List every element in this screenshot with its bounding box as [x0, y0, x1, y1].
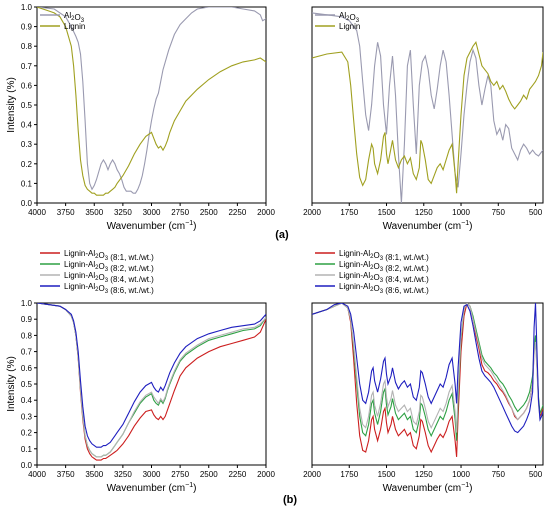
legend-label: Lignin — [64, 22, 85, 31]
y-tick-label: 0.9 — [21, 315, 33, 324]
x-tick-label: 1250 — [415, 470, 433, 479]
y-tick-label: 0.2 — [21, 160, 33, 169]
y-tick-label: 0.0 — [21, 199, 33, 208]
y-tick-label: 0.3 — [21, 140, 33, 149]
x-tick-label: 2750 — [171, 470, 189, 479]
series-line-1 — [312, 303, 543, 457]
x-tick-label: 2250 — [228, 208, 246, 217]
series-line-3 — [312, 303, 543, 433]
y-axis-label: Intensity (%) — [6, 356, 17, 412]
y-tick-label: 0.4 — [21, 396, 33, 405]
y-tick-label: 0.8 — [21, 42, 33, 51]
legend-label: Lignin-Al2O3 (8:2, wt./wt.) — [339, 260, 429, 273]
x-tick-label: 3750 — [57, 470, 75, 479]
series-line-3 — [37, 303, 266, 458]
chart-panel-4: 2000 1750 1500 1250 1000 750 500 Wavenumber (cm… — [303, 249, 544, 494]
chart-panel-2: 2000 1750 1500 1250 1000 750 500 Wavenumber (cm… — [303, 6, 544, 232]
x-tick-label: 4000 — [28, 208, 46, 217]
x-axis-label: Wavenumber (cm−1) — [107, 482, 197, 494]
x-tick-label: 3250 — [114, 208, 132, 217]
x-axis-label: Wavenumber (cm−1) — [383, 482, 473, 494]
x-tick-label: 3500 — [85, 208, 103, 217]
x-tick-label: 2500 — [200, 208, 218, 217]
legend-label: Lignin-Al2O3 (8:6, wt./wt.) — [64, 282, 154, 295]
legend-label: Lignin-Al2O3 (8:6, wt./wt.) — [339, 282, 429, 295]
y-tick-label: 1.0 — [21, 3, 33, 12]
series-line-1 — [312, 12, 543, 203]
y-tick-label: 0.2 — [21, 429, 33, 438]
x-tick-label: 3500 — [85, 470, 103, 479]
x-tick-label: 4000 — [28, 470, 46, 479]
series-line-2 — [312, 41, 543, 194]
y-tick-label: 0.9 — [21, 23, 33, 32]
y-tick-label: 0.8 — [21, 331, 33, 340]
x-tick-label: 750 — [492, 470, 506, 479]
panel-label-a: (a) — [275, 229, 289, 241]
series-line-4 — [37, 303, 266, 448]
y-tick-label: 0.7 — [21, 348, 33, 357]
y-tick-label: 0.0 — [21, 461, 33, 470]
x-tick-label: 2000 — [257, 470, 275, 479]
x-tick-label: 1000 — [452, 470, 470, 479]
x-tick-label: 3750 — [57, 208, 75, 217]
legend-label: Al2O3 — [339, 11, 360, 24]
x-tick-label: 750 — [492, 208, 506, 217]
y-tick-label: 0.4 — [21, 121, 33, 130]
y-axis-label: Intensity (%) — [6, 77, 17, 133]
legend-label: Lignin — [339, 22, 360, 31]
x-tick-label: 2250 — [228, 470, 246, 479]
y-tick-label: 0.1 — [21, 445, 33, 454]
legend-label: Lignin-Al2O3 (8:1, wt./wt.) — [339, 249, 429, 262]
x-axis-label: Wavenumber (cm−1) — [107, 220, 197, 232]
x-tick-label: 500 — [529, 470, 543, 479]
y-tick-label: 0.5 — [21, 380, 33, 389]
y-tick-label: 0.3 — [21, 412, 33, 421]
plot-frame — [311, 302, 544, 466]
x-tick-label: 2500 — [200, 470, 218, 479]
y-tick-label: 0.6 — [21, 81, 33, 90]
legend-label: Al2O3 — [64, 11, 85, 24]
x-tick-label: 1750 — [340, 208, 358, 217]
series-line-2 — [37, 7, 266, 196]
x-tick-label: 2000 — [303, 208, 321, 217]
chart-panel-1: 4000 3750 3500 3250 3000 2750 2500 2250 2000 0.0 0… — [6, 3, 275, 232]
series-line-4 — [312, 303, 543, 434]
plot-frame — [311, 6, 544, 204]
y-tick-label: 0.5 — [21, 101, 33, 110]
x-tick-label: 3000 — [143, 208, 161, 217]
x-tick-label: 3000 — [143, 470, 161, 479]
x-tick-label: 1000 — [452, 208, 470, 217]
x-axis-label: Wavenumber (cm−1) — [383, 220, 473, 232]
x-tick-label: 1250 — [415, 208, 433, 217]
series-line-1 — [37, 7, 266, 194]
legend-label: Lignin-Al2O3 (8:4, wt./wt.) — [64, 271, 154, 284]
x-tick-label: 3250 — [114, 470, 132, 479]
x-tick-label: 500 — [529, 208, 543, 217]
x-tick-label: 1750 — [340, 470, 358, 479]
y-tick-label: 0.7 — [21, 62, 33, 71]
legend-label: Lignin-Al2O3 (8:4, wt./wt.) — [339, 271, 429, 284]
y-tick-label: 1.0 — [21, 299, 33, 308]
chart-panel-3: 4000 3750 3500 3250 3000 2750 2500 2250 2000 0.0 0… — [6, 249, 275, 494]
legend-label: Lignin-Al2O3 (8:1, wt./wt.) — [64, 249, 154, 262]
x-tick-label: 1500 — [378, 470, 396, 479]
x-tick-label: 2750 — [171, 208, 189, 217]
y-tick-label: 0.6 — [21, 364, 33, 373]
panel-label-b: (b) — [283, 494, 297, 506]
y-tick-label: 0.1 — [21, 179, 33, 188]
series-line-2 — [312, 303, 543, 441]
x-tick-label: 2000 — [257, 208, 275, 217]
legend-label: Lignin-Al2O3 (8:2, wt./wt.) — [64, 260, 154, 273]
x-tick-label: 1500 — [378, 208, 396, 217]
x-tick-label: 2000 — [303, 470, 321, 479]
